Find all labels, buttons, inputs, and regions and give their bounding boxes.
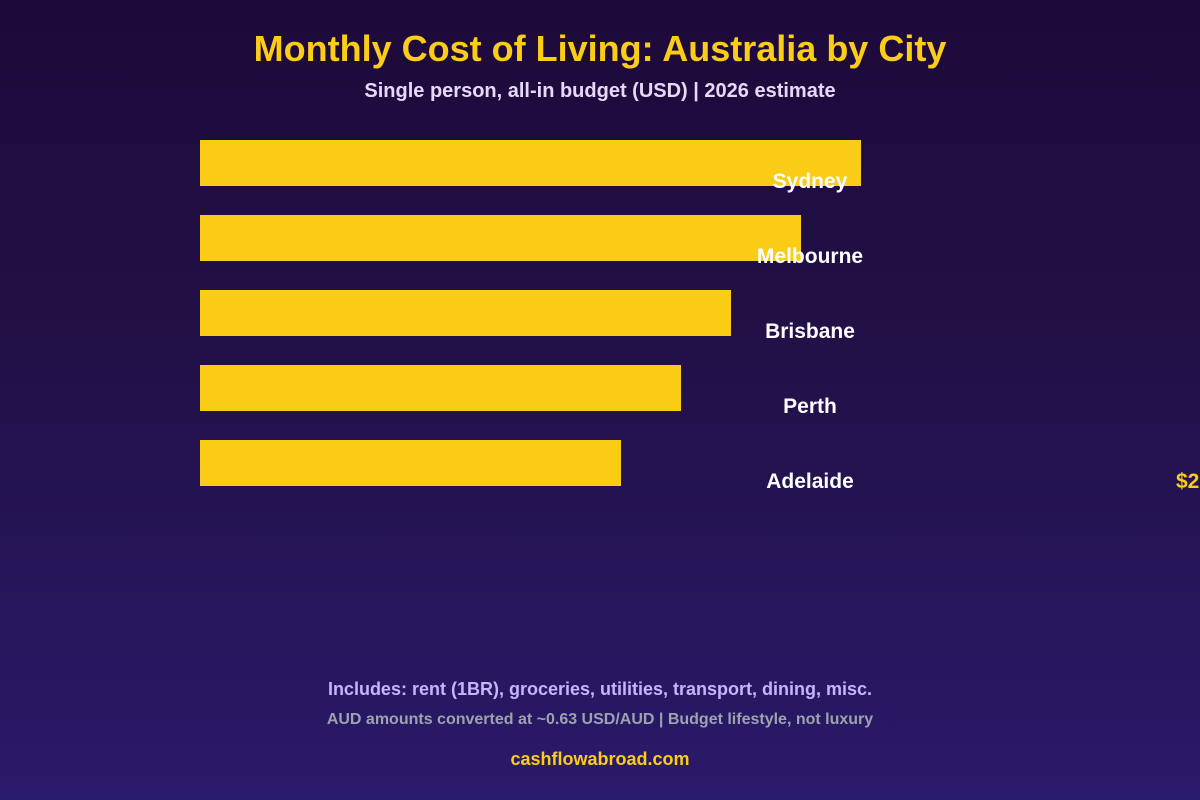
- city-label: Sydney: [772, 170, 848, 193]
- bar-brisbane: [200, 290, 731, 336]
- bar-melbourne: [200, 215, 801, 261]
- chart-subtitle: Single person, all-in budget (USD) | 202…: [364, 80, 836, 102]
- city-label: Melbourne: [756, 245, 864, 268]
- source-credit: cashflowabroad.com: [510, 749, 690, 769]
- city-label: Adelaide: [766, 470, 854, 493]
- chart-title: Monthly Cost of Living: Australia by Cit…: [253, 28, 947, 69]
- city-label: Perth: [783, 395, 837, 418]
- value-label: $2: [1176, 470, 1200, 493]
- city-label: Brisbane: [765, 320, 855, 343]
- bar-perth: [200, 365, 681, 411]
- bar-adelaide: [200, 440, 621, 486]
- includes-note: Includes: rent (1BR), groceries, utiliti…: [327, 679, 873, 699]
- conversion-note: AUD amounts converted at ~0.63 USD/AUD |…: [326, 711, 874, 728]
- bar-sydney: [200, 140, 861, 186]
